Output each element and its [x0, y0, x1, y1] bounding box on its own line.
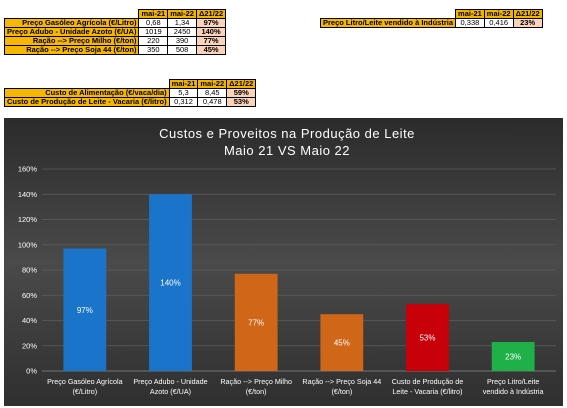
y-tick-label: 40% — [22, 316, 37, 325]
cell-mai22: 508 — [167, 45, 197, 55]
table-row: Custo de Alimentação (€/vaca/dia) 5,3 8,… — [4, 88, 257, 98]
x-axis-tick-labels: Preço Gasóleo Agrícola(€/Litro) Preço Adu… — [47, 377, 543, 396]
cell-mai21: 350 — [138, 45, 169, 55]
table-header-row: mai-21 mai-22 Δ21/22 — [5, 9, 227, 19]
x-tick-label: Preço Adubo - Unidade — [133, 377, 207, 386]
y-tick-label: 120% — [18, 215, 38, 224]
cell-mai22: 0,416 — [483, 18, 514, 28]
y-tick-label: 0% — [26, 367, 37, 376]
bar-chart: Custos e Proveitos na Produção de Leite … — [4, 118, 563, 406]
x-tick-label: Ração --> Preço Milho — [220, 377, 292, 386]
x-tick-label: Custo de Produção de — [392, 377, 464, 386]
data-label: 77% — [248, 318, 264, 327]
bar — [320, 314, 364, 371]
cell-delta: 45% — [195, 45, 227, 55]
data-labels: 97% 140% 77% 45% 53% 23% — [77, 279, 521, 362]
cell-mai21: 0,338 — [455, 18, 485, 28]
table-row: Ração --> Preço Milho (€/ton) 220 390 77… — [3, 36, 227, 46]
row-label: Ração --> Preço Soja 44 (€/ton) — [3, 45, 140, 55]
x-tick-label: Preço Litro/Leite — [487, 377, 539, 386]
table-row: Preço Gasóleo Agrícola (€/Litro) 0,68 1,… — [3, 18, 227, 28]
data-label: 23% — [505, 352, 521, 361]
cost-table: mai-21 mai-22 Δ21/22 Custo de Alimentaçã… — [4, 79, 257, 107]
y-tick-label: 20% — [22, 341, 37, 350]
gridlines — [42, 168, 556, 372]
table-row: Custo de Produção de Leite - Vacaria (€/… — [4, 97, 257, 107]
bars — [63, 194, 535, 371]
row-label: Preço Litro/Leite vendido à Indústria — [319, 18, 457, 28]
row-label: Custo de Produção de Leite - Vacaria (€/… — [4, 97, 170, 107]
data-label: 53% — [419, 334, 435, 343]
x-tick-label: (€/Litro) — [72, 387, 97, 396]
y-tick-label: 140% — [18, 190, 38, 199]
cell-delta: 53% — [226, 97, 257, 107]
data-label: 45% — [334, 339, 350, 348]
data-label: 140% — [160, 279, 180, 288]
milk-price-table: mai-21 mai-22 Δ21/22 Preço Litro/Leite v… — [319, 9, 543, 28]
y-tick-label: 80% — [22, 266, 37, 275]
x-tick-label: Azoto (€/UA) — [150, 387, 191, 396]
chart-subtitle: Maio 21 VS Maio 22 — [224, 143, 350, 158]
cell-mai21: 0,312 — [168, 97, 199, 107]
y-axis-tick-labels: 0% 20% 40% 60% 80% 100% 120% 140% 160% — [18, 165, 38, 376]
x-tick-label: Ração --> Preço Soja 44 — [302, 377, 381, 386]
data-label: 97% — [77, 306, 93, 315]
x-tick-label: (€/ton) — [246, 387, 267, 396]
bar — [63, 248, 107, 371]
y-tick-label: 60% — [22, 291, 37, 300]
bar — [149, 194, 192, 371]
y-tick-label: 160% — [18, 165, 38, 174]
x-tick-label: Preço Gasóleo Agrícola — [47, 377, 123, 386]
x-tick-label: (€/ton) — [331, 387, 352, 396]
table-row: Ração --> Preço Soja 44 (€/ton) 350 508 … — [3, 45, 227, 55]
x-tick-label: Leite - Vacaria (€/litro) — [392, 387, 462, 396]
x-tick-label: vendido à Indústria — [483, 387, 544, 396]
bar — [234, 273, 278, 371]
bar — [491, 341, 535, 371]
bar — [406, 304, 449, 371]
price-table: mai-21 mai-22 Δ21/22 Preço Gasóleo Agríc… — [3, 9, 227, 55]
y-tick-label: 100% — [18, 240, 38, 249]
table-row: Preço Litro/Leite vendido à Indústria 0,… — [319, 18, 543, 28]
chart-title: Custos e Proveitos na Produção de Leite — [159, 126, 415, 141]
cell-mai22: 0,478 — [197, 97, 228, 107]
cell-delta: 23% — [512, 18, 543, 28]
